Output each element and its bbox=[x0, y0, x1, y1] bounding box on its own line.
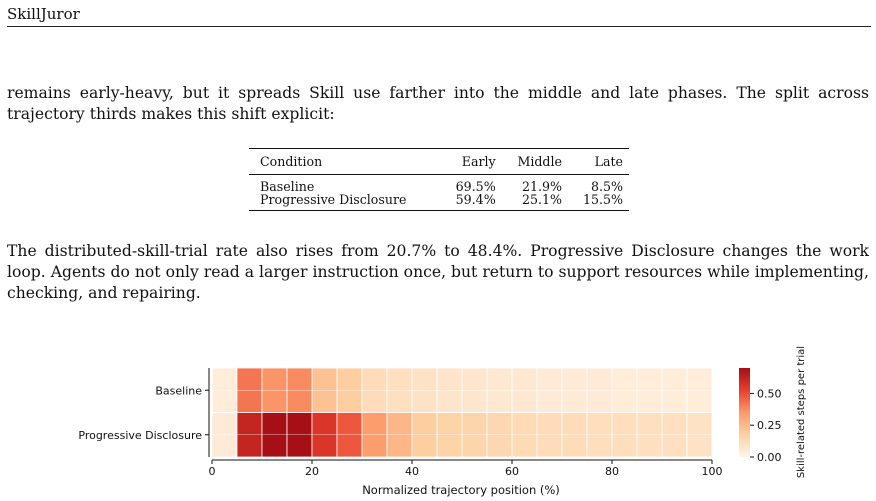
cell-early: 59.4% bbox=[440, 193, 502, 211]
colorbar-label: Skill-related steps per trial bbox=[796, 346, 807, 478]
paragraph-intro: remains early-heavy, but it spreads Skil… bbox=[7, 84, 869, 123]
y-tick-label: Baseline bbox=[155, 384, 202, 397]
cell-middle: 25.1% bbox=[501, 193, 568, 211]
col-header-late: Late bbox=[567, 148, 629, 175]
colorbar-tick-label: 0.25 bbox=[757, 419, 782, 432]
x-tick-label: 60 bbox=[505, 465, 519, 478]
x-tick-label: 80 bbox=[605, 465, 619, 478]
colorbar: 0.00 0.25 0.50 bbox=[739, 368, 782, 464]
cell-condition: Progressive Disclosure bbox=[249, 193, 441, 211]
cell-late: 8.5% bbox=[591, 179, 623, 194]
colorbar-gradient bbox=[739, 368, 750, 457]
heatmap-axes: Baseline Progressive Disclosure 0 20 40 60 80 1… bbox=[78, 368, 723, 478]
running-header: SkillJuror bbox=[7, 4, 871, 27]
cell-early: 69.5% bbox=[455, 179, 496, 194]
col-header-condition: Condition bbox=[249, 148, 441, 175]
x-tick-label: 20 bbox=[305, 465, 319, 478]
x-tick-label: 40 bbox=[405, 465, 419, 478]
paragraph-discussion: The distributed-skill-trial rate also ri… bbox=[7, 242, 869, 302]
table-row: Progressive Disclosure 59.4% 25.1% 15.5% bbox=[249, 193, 629, 211]
col-header-early: Early bbox=[440, 148, 502, 175]
header-title: SkillJuror bbox=[7, 5, 80, 23]
col-header-middle: Middle bbox=[501, 148, 568, 175]
cell-late: 15.5% bbox=[567, 193, 629, 211]
y-tick-label: Progressive Disclosure bbox=[78, 429, 202, 442]
trajectory-thirds-table: Condition Early Middle Late Baseline 69.… bbox=[249, 148, 629, 211]
x-tick-label: 100 bbox=[702, 465, 723, 478]
heatmap-cells bbox=[211, 367, 713, 458]
colorbar-tick-label: 0.50 bbox=[757, 387, 782, 400]
table-row: Baseline 69.5% 21.9% 8.5% bbox=[249, 175, 629, 194]
x-tick-label: 0 bbox=[209, 465, 216, 478]
skill-usage-heatmap: Baseline Progressive Disclosure 0 20 40 60 80 1… bbox=[78, 346, 807, 497]
colorbar-tick-label: 0.00 bbox=[757, 451, 782, 464]
x-axis-label: Normalized trajectory position (%) bbox=[362, 483, 560, 497]
cell-middle: 21.9% bbox=[521, 179, 562, 194]
cell-condition: Baseline bbox=[260, 179, 315, 194]
table-header-row: Condition Early Middle Late bbox=[249, 148, 629, 175]
